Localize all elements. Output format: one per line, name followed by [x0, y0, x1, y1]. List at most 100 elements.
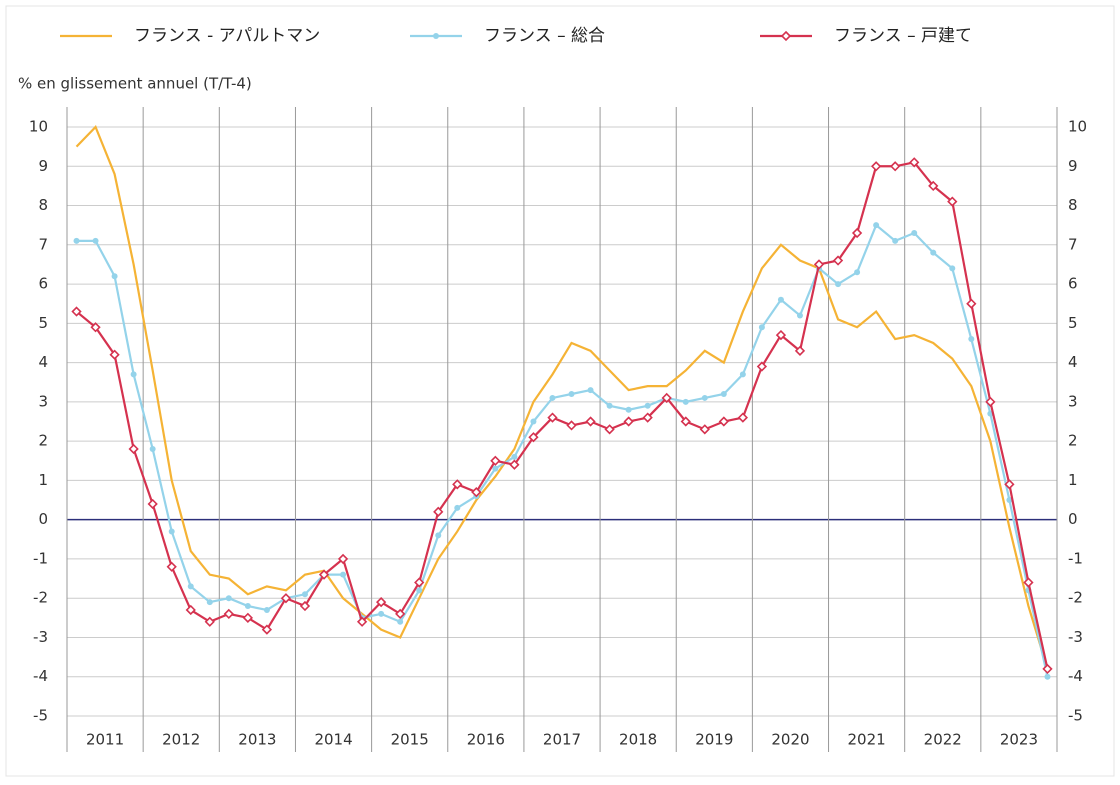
point — [435, 532, 442, 539]
y-tick-label: -3 — [33, 628, 48, 646]
point — [604, 424, 615, 435]
point — [854, 269, 861, 276]
y-tick-label: 4 — [38, 353, 48, 371]
point — [644, 402, 651, 409]
series-line — [75, 125, 1049, 670]
point — [737, 412, 748, 423]
y2-tick-label: 1 — [1068, 471, 1078, 489]
point — [128, 443, 139, 455]
legend-marker — [433, 33, 439, 39]
point — [166, 561, 177, 572]
point — [775, 329, 787, 341]
x-tick-label: 2017 — [543, 731, 581, 749]
point — [566, 420, 577, 431]
point — [547, 412, 558, 423]
point — [1044, 673, 1051, 680]
x-tick-label: 2022 — [924, 731, 962, 749]
x-tick-label: 2014 — [314, 731, 352, 749]
point — [587, 387, 594, 394]
point — [947, 196, 958, 207]
point — [511, 453, 518, 460]
series-line — [75, 161, 1049, 670]
y-tick-label: 1 — [38, 471, 48, 489]
point — [892, 237, 899, 244]
point — [966, 298, 977, 309]
point — [395, 608, 406, 620]
y2-tick-label: -5 — [1068, 707, 1083, 725]
y2-tick-label: 6 — [1068, 275, 1078, 293]
y2-tick-label: 4 — [1068, 353, 1078, 371]
point — [509, 459, 520, 470]
point — [890, 161, 901, 172]
y-tick-label: -4 — [33, 667, 48, 685]
point — [758, 324, 765, 331]
point — [185, 604, 196, 616]
x-tick-label: 2013 — [238, 731, 276, 749]
point — [699, 424, 710, 435]
x-tick-label: 2023 — [1000, 731, 1038, 749]
x-tick-label: 2019 — [695, 731, 733, 749]
point — [168, 528, 175, 535]
point — [1042, 663, 1053, 675]
y2-tick-label: -3 — [1068, 628, 1083, 646]
point — [642, 412, 653, 423]
point — [206, 599, 213, 606]
point — [720, 391, 727, 398]
point — [606, 402, 613, 409]
y-tick-label: 9 — [38, 157, 48, 175]
legend-label: フランス – 総合 — [484, 26, 605, 46]
point — [968, 336, 975, 343]
point — [454, 504, 461, 511]
legend-label: フランス - アパルトマン — [134, 26, 320, 46]
point — [414, 577, 425, 588]
y2-tick-label: 2 — [1068, 432, 1078, 450]
point — [471, 487, 482, 498]
x-tick-label: 2018 — [619, 731, 657, 749]
point — [280, 593, 292, 604]
point — [490, 455, 501, 466]
point — [873, 222, 880, 229]
point — [318, 569, 330, 580]
y-tick-label: 10 — [29, 118, 48, 136]
y-axis-label: % en glissement annuel (T/T-4) — [18, 75, 252, 93]
y2-tick-label: 3 — [1068, 392, 1078, 410]
x-tick-label: 2015 — [391, 731, 429, 749]
y2-tick-label: 8 — [1068, 196, 1078, 214]
y-tick-label: 5 — [38, 314, 48, 332]
point — [244, 603, 251, 610]
point — [739, 371, 746, 378]
point — [585, 416, 596, 427]
point — [985, 396, 996, 407]
point — [1004, 479, 1015, 490]
point — [794, 345, 806, 356]
point — [204, 616, 215, 627]
point — [111, 273, 118, 280]
point — [549, 394, 556, 401]
y2-tick-label: -4 — [1068, 667, 1083, 685]
point — [949, 265, 956, 272]
legend-label: フランス – 戸建て — [834, 26, 972, 46]
point — [356, 616, 368, 627]
point — [109, 349, 120, 360]
point — [911, 230, 918, 237]
y2-tick-label: 9 — [1068, 157, 1078, 175]
y2-tick-label: 10 — [1068, 118, 1087, 136]
point — [261, 624, 273, 635]
point — [909, 157, 920, 168]
point — [397, 618, 404, 625]
y-tick-label: 2 — [38, 432, 48, 450]
point — [416, 587, 423, 594]
y2-tick-label: 7 — [1068, 235, 1078, 253]
y2-tick-label: 0 — [1068, 510, 1078, 528]
y-tick-label: -1 — [33, 549, 48, 567]
point — [433, 506, 444, 517]
point — [92, 237, 99, 244]
point — [528, 432, 539, 443]
point — [187, 583, 194, 590]
point — [147, 498, 158, 510]
y-tick-label: 7 — [38, 235, 48, 253]
point — [301, 591, 308, 598]
point — [835, 281, 842, 288]
point — [376, 596, 387, 608]
